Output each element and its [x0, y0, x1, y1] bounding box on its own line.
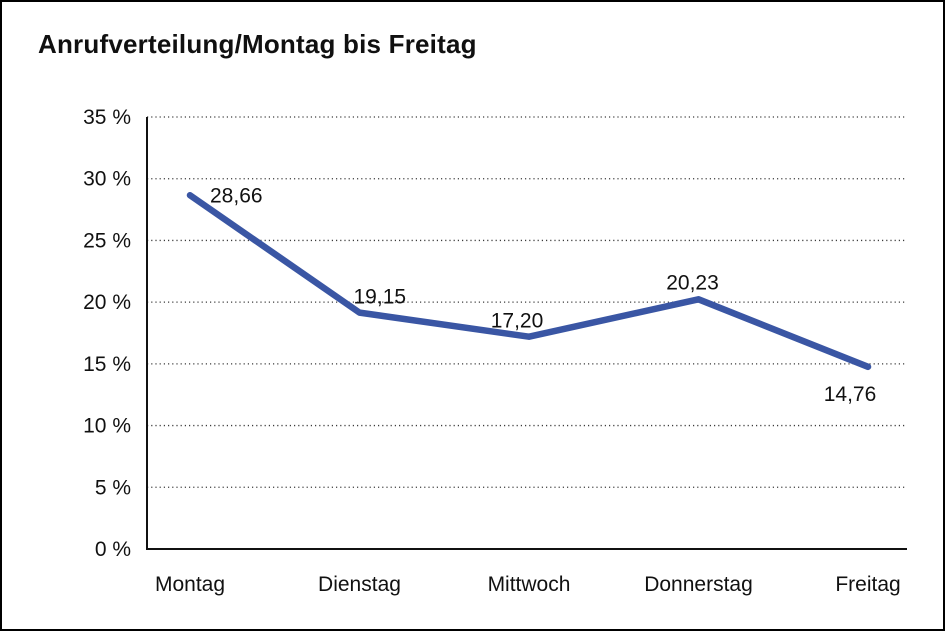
data-point-label: 20,23 — [666, 271, 719, 294]
data-series-line — [186, 192, 872, 371]
chart-title: Anrufverteilung/Montag bis Freitag — [38, 29, 477, 59]
data-point-label: 28,66 — [210, 184, 263, 207]
y-tick-label: 35 % — [83, 106, 131, 129]
x-category-label: Dienstag — [318, 573, 401, 596]
y-tick-label: 15 % — [83, 353, 131, 376]
x-category-label: Freitag — [835, 573, 900, 596]
data-point-label: 14,76 — [824, 383, 877, 406]
data-point-label: 19,15 — [354, 286, 407, 309]
y-tick-label: 0 % — [95, 538, 131, 561]
data-point-label: 17,20 — [491, 310, 544, 333]
y-tick-label: 10 % — [83, 415, 131, 438]
x-category-label: Donnerstag — [644, 573, 753, 596]
x-category-label: Mittwoch — [488, 573, 571, 596]
x-category-label: Montag — [155, 573, 225, 596]
y-tick-label: 5 % — [95, 476, 131, 499]
y-tick-label: 25 % — [83, 229, 131, 252]
y-tick-label: 30 % — [83, 168, 131, 191]
y-tick-label: 20 % — [83, 291, 131, 314]
